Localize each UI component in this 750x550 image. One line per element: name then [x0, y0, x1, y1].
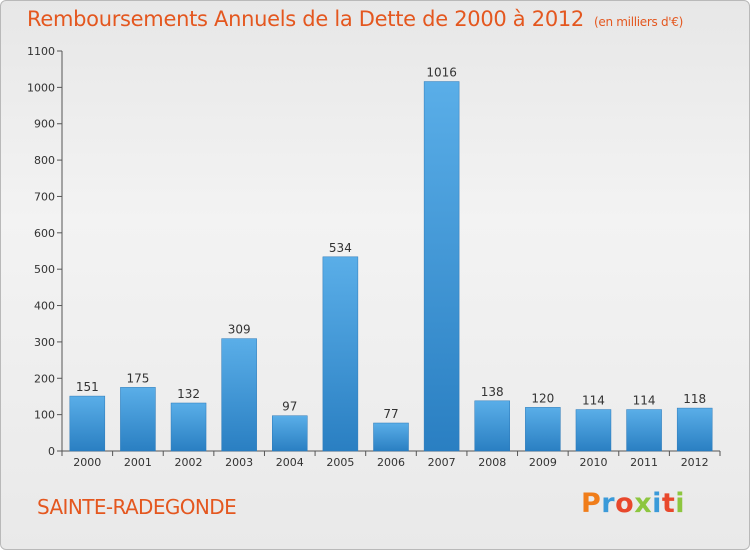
- bar: [423, 81, 460, 452]
- proxiti-logo: Proxiti: [581, 488, 685, 519]
- x-tick-label: 2011: [630, 456, 658, 469]
- bar: [575, 409, 612, 452]
- x-tick-label: 2008: [478, 456, 506, 469]
- logo-letter: i: [675, 488, 686, 519]
- bar: [626, 409, 662, 452]
- bar-value-label: 151: [76, 380, 99, 394]
- chart-unit-label: (en milliers d'€): [594, 15, 684, 29]
- bar: [69, 395, 106, 452]
- logo-letter: x: [634, 488, 653, 519]
- bar: [221, 338, 257, 452]
- logo-letter: r: [601, 488, 616, 519]
- bar: [525, 407, 561, 452]
- x-tick-label: 2000: [73, 456, 101, 469]
- x-tick-label: 2012: [681, 456, 709, 469]
- bar-value-label: 534: [329, 241, 352, 255]
- y-tick-label: 1000: [27, 81, 55, 94]
- bar-value-label: 114: [582, 394, 605, 408]
- x-tick-label: 2002: [175, 456, 203, 469]
- bar: [474, 400, 510, 452]
- town-name: SAINTE-RADEGONDE: [37, 495, 237, 519]
- chart-title-text: Remboursements Annuels de la Dette de 20…: [27, 7, 584, 31]
- logo-letter: i: [652, 488, 662, 519]
- logo-letter: o: [615, 488, 635, 519]
- x-tick-label: 2009: [529, 456, 557, 469]
- bar-value-label: 138: [481, 385, 504, 399]
- y-tick-label: 0: [48, 445, 55, 458]
- y-tick-label: 700: [34, 190, 55, 203]
- bar: [676, 407, 713, 452]
- x-tick-label: 2004: [276, 456, 304, 469]
- bar-value-label: 114: [633, 394, 656, 408]
- bar-value-label: 132: [177, 387, 200, 401]
- bar: [322, 256, 359, 452]
- chart-title: Remboursements Annuels de la Dette de 20…: [27, 7, 683, 31]
- y-tick-label: 600: [34, 227, 55, 240]
- y-tick-label: 200: [34, 372, 55, 385]
- y-tick-label: 300: [34, 336, 55, 349]
- y-tick-label: 500: [34, 263, 55, 276]
- y-tick-label: 400: [34, 300, 55, 313]
- bar-value-label: 309: [228, 323, 251, 337]
- y-tick-label: 1100: [27, 45, 55, 58]
- x-tick-label: 2010: [579, 456, 607, 469]
- bar-value-label: 1016: [426, 66, 457, 80]
- bar: [170, 402, 207, 452]
- x-tick-label: 2001: [124, 456, 152, 469]
- bar: [373, 422, 409, 452]
- x-tick-label: 2005: [326, 456, 354, 469]
- bar-value-label: 77: [383, 407, 398, 421]
- bar: [272, 415, 308, 452]
- y-tick-label: 900: [34, 118, 55, 131]
- bar-value-label: 97: [282, 400, 297, 414]
- y-tick-label: 800: [34, 154, 55, 167]
- bar: [120, 387, 156, 452]
- x-tick-label: 2003: [225, 456, 253, 469]
- logo-letter: t: [661, 488, 676, 519]
- bar-value-label: 120: [531, 391, 554, 405]
- bar-value-label: 118: [683, 392, 706, 406]
- bar-value-label: 175: [126, 371, 149, 385]
- logo-letter: P: [581, 488, 602, 519]
- x-tick-label: 2007: [428, 456, 456, 469]
- x-tick-label: 2006: [377, 456, 405, 469]
- y-tick-label: 100: [34, 409, 55, 422]
